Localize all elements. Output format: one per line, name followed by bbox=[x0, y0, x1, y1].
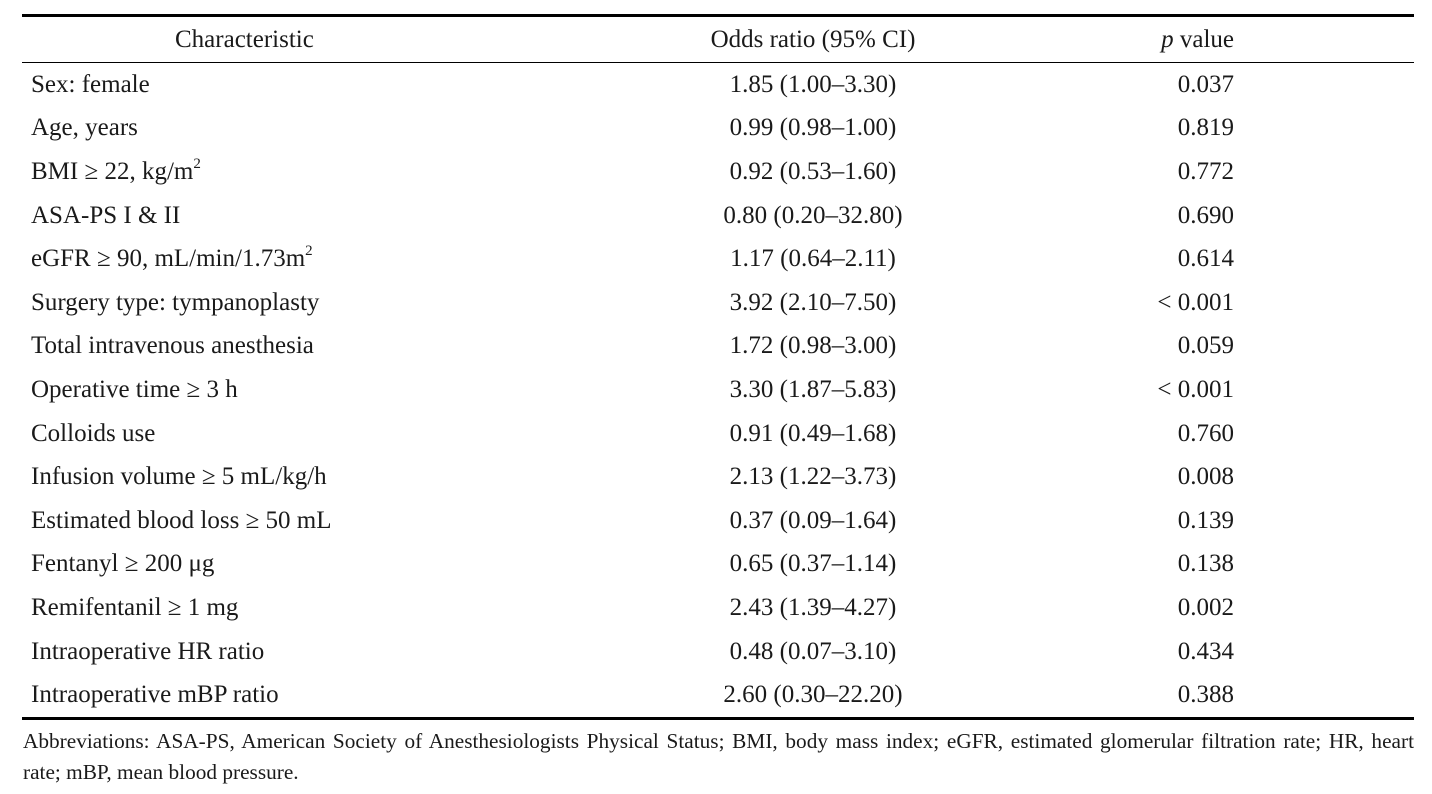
characteristic-text: Remifentanil ≥ 1 mg bbox=[31, 593, 239, 621]
cell-odds-ratio: 3.30 (1.87–5.83) bbox=[729, 375, 897, 403]
cell-p-value: < 0.001 bbox=[1157, 375, 1234, 403]
table-row: Intraoperative mBP ratio 2.60 (0.30–22.20… bbox=[22, 673, 1414, 717]
cell-characteristic: Total intravenous anesthesia bbox=[22, 332, 602, 360]
cell-odds-ratio: 0.92 (0.53–1.60) bbox=[729, 157, 897, 185]
cell-p-value: < 0.001 bbox=[1157, 288, 1234, 316]
table-header-row: Characteristic Odds ratio (95% CI) p val… bbox=[22, 17, 1414, 62]
cell-characteristic: Intraoperative HR ratio bbox=[22, 638, 602, 666]
table-top-rule bbox=[22, 14, 1414, 17]
superscript: 2 bbox=[193, 155, 201, 172]
table-row: Remifentanil ≥ 1 mg 2.43 (1.39–4.27) 0.002 bbox=[22, 586, 1414, 630]
cell-characteristic: eGFR ≥ 90, mL/min/1.73m2 bbox=[22, 242, 602, 273]
table-row: Age, years 0.99 (0.98–1.00) 0.819 bbox=[22, 107, 1414, 151]
cell-p-value: 0.139 bbox=[1177, 506, 1234, 534]
table-body: Sex: female 1.85 (1.00–3.30) 0.037 Age, yea… bbox=[22, 63, 1414, 717]
table-row: Total intravenous anesthesia 1.72 (0.98–3… bbox=[22, 325, 1414, 369]
characteristic-text: BMI ≥ 22, kg/m bbox=[31, 157, 194, 185]
cell-characteristic: Surgery type: tympanoplasty bbox=[22, 289, 602, 317]
cell-odds-ratio: 0.91 (0.49–1.68) bbox=[729, 419, 897, 447]
cell-p-value: 0.138 bbox=[1177, 550, 1234, 578]
superscript: 2 bbox=[305, 242, 313, 259]
cell-p-value: 0.008 bbox=[1177, 463, 1234, 491]
cell-odds-ratio: 0.80 (0.20–32.80) bbox=[723, 201, 903, 229]
characteristic-text: Total intravenous anesthesia bbox=[31, 332, 314, 360]
cell-odds-ratio: 1.72 (0.98–3.00) bbox=[729, 332, 897, 360]
table-bottom-rule bbox=[22, 716, 1414, 720]
table-row: Sex: female 1.85 (1.00–3.30) 0.037 bbox=[22, 63, 1414, 107]
characteristic-text: Colloids use bbox=[31, 419, 156, 447]
cell-characteristic: ASA-PS I & II bbox=[22, 202, 602, 230]
cell-p-value: 0.002 bbox=[1177, 593, 1234, 621]
header-odds-ratio: Odds ratio (95% CI) bbox=[710, 25, 916, 53]
table-row: Surgery type: tympanoplasty 3.92 (2.10–7.… bbox=[22, 281, 1414, 325]
table-row: Infusion volume ≥ 5 mL/kg/h 2.13 (1.22–3.… bbox=[22, 455, 1414, 499]
cell-p-value: 0.434 bbox=[1177, 637, 1234, 665]
cell-p-value: 0.059 bbox=[1177, 332, 1234, 360]
characteristic-text: Intraoperative HR ratio bbox=[31, 637, 265, 665]
table-row: ASA-PS I & II 0.80 (0.20–32.80) 0.690 bbox=[22, 194, 1414, 238]
cell-characteristic: Estimated blood loss ≥ 50 mL bbox=[22, 507, 602, 535]
header-characteristic: Characteristic bbox=[175, 25, 314, 53]
cell-odds-ratio: 2.13 (1.22–3.73) bbox=[729, 463, 897, 491]
table-row: BMI ≥ 22, kg/m2 0.92 (0.53–1.60) 0.772 bbox=[22, 150, 1414, 194]
cell-odds-ratio: 2.60 (0.30–22.20) bbox=[723, 681, 903, 709]
cell-characteristic: Operative time ≥ 3 h bbox=[22, 376, 602, 404]
cell-odds-ratio: 0.99 (0.98–1.00) bbox=[729, 114, 897, 142]
cell-odds-ratio: 1.85 (1.00–3.30) bbox=[729, 70, 897, 98]
cell-p-value: 0.388 bbox=[1177, 681, 1234, 709]
characteristic-text: Intraoperative mBP ratio bbox=[31, 681, 279, 709]
table-row: Operative time ≥ 3 h 3.30 (1.87–5.83) < 0.… bbox=[22, 368, 1414, 412]
table-row: eGFR ≥ 90, mL/min/1.73m2 1.17 (0.64–2.11)… bbox=[22, 237, 1414, 281]
header-p-rest: value bbox=[1173, 25, 1234, 53]
table-row: Intraoperative HR ratio 0.48 (0.07–3.10) 0… bbox=[22, 630, 1414, 674]
cell-odds-ratio: 3.92 (2.10–7.50) bbox=[729, 288, 897, 316]
cell-characteristic: BMI ≥ 22, kg/m2 bbox=[22, 155, 602, 186]
characteristic-text: Age, years bbox=[31, 114, 138, 142]
cell-characteristic: Remifentanil ≥ 1 mg bbox=[22, 594, 602, 622]
cell-p-value: 0.760 bbox=[1177, 419, 1234, 447]
characteristic-text: Surgery type: tympanoplasty bbox=[31, 288, 320, 316]
cell-odds-ratio: 0.37 (0.09–1.64) bbox=[729, 506, 897, 534]
characteristic-text: ASA-PS I & II bbox=[31, 201, 181, 229]
cell-odds-ratio: 2.43 (1.39–4.27) bbox=[729, 593, 897, 621]
characteristic-text: Fentanyl ≥ 200 μg bbox=[31, 550, 215, 578]
cell-odds-ratio: 0.65 (0.37–1.14) bbox=[729, 550, 897, 578]
table-row: Estimated blood loss ≥ 50 mL 0.37 (0.09–1… bbox=[22, 499, 1414, 543]
cell-characteristic: Intraoperative mBP ratio bbox=[22, 681, 602, 709]
table-header-rule bbox=[22, 62, 1414, 63]
cell-characteristic: Fentanyl ≥ 200 μg bbox=[22, 550, 602, 578]
cell-p-value: 0.772 bbox=[1177, 157, 1234, 185]
cell-p-value: 0.037 bbox=[1177, 70, 1234, 98]
cell-characteristic: Infusion volume ≥ 5 mL/kg/h bbox=[22, 463, 602, 491]
cell-odds-ratio: 0.48 (0.07–3.10) bbox=[729, 637, 897, 665]
cell-p-value: 0.614 bbox=[1177, 245, 1234, 273]
odds-ratio-table: Characteristic Odds ratio (95% CI) p val… bbox=[22, 14, 1414, 788]
table-footnote: Abbreviations: ASA-PS, American Society … bbox=[23, 728, 1414, 784]
cell-characteristic: Colloids use bbox=[22, 420, 602, 448]
characteristic-text: Estimated blood loss ≥ 50 mL bbox=[31, 506, 332, 534]
characteristic-text: Operative time ≥ 3 h bbox=[31, 375, 238, 403]
table-row: Fentanyl ≥ 200 μg 0.65 (0.37–1.14) 0.138 bbox=[22, 543, 1414, 587]
cell-characteristic: Sex: female bbox=[22, 71, 602, 99]
header-p-value: p value bbox=[1024, 26, 1234, 54]
cell-p-value: 0.690 bbox=[1177, 201, 1234, 229]
characteristic-text: eGFR ≥ 90, mL/min/1.73m bbox=[31, 245, 306, 273]
header-p-italic: p bbox=[1161, 25, 1174, 53]
cell-p-value: 0.819 bbox=[1177, 114, 1234, 142]
characteristic-text: Infusion volume ≥ 5 mL/kg/h bbox=[31, 463, 327, 491]
characteristic-text: Sex: female bbox=[31, 70, 150, 98]
table-row: Colloids use 0.91 (0.49–1.68) 0.760 bbox=[22, 412, 1414, 456]
cell-characteristic: Age, years bbox=[22, 114, 602, 142]
cell-odds-ratio: 1.17 (0.64–2.11) bbox=[730, 245, 896, 273]
